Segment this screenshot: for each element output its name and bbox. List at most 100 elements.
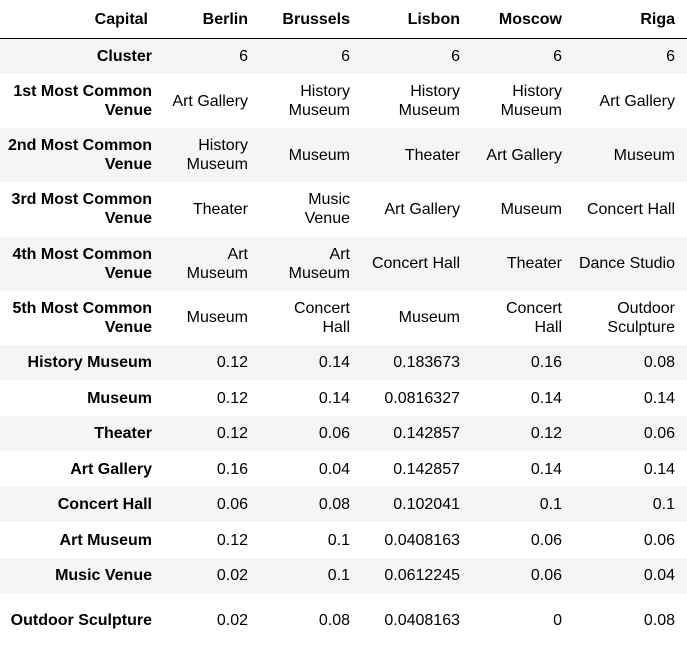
table-cell: 0.12	[216, 389, 248, 407]
table-cell: 6	[666, 48, 675, 65]
table-cell: Theater	[192, 200, 248, 218]
table-cell: History Museum	[186, 137, 248, 174]
table-cell: 0.16	[216, 460, 248, 478]
table-cell: 0.12	[216, 425, 248, 443]
table-cell: 0.02	[216, 567, 248, 585]
row-label: Museum	[87, 389, 152, 407]
table-cell: Theater	[404, 146, 460, 164]
table-body: Cluster 6 6 6 6 6 1st Most Common Venue Art Gal…	[0, 38, 687, 648]
table-cell: 0.06	[318, 425, 350, 443]
table-cell: History Museum	[288, 83, 350, 120]
table-cell: 0.02	[216, 612, 248, 630]
table-cell: 0.06	[643, 425, 675, 443]
table-cell: Museum	[288, 146, 350, 164]
column-header-lisbon: Lisbon	[362, 0, 472, 39]
table-header: Capital Berlin Brussels Lisbon Moscow Ri…	[0, 0, 687, 39]
table-row: 3rd Most Common Venue Theater Music Venue A…	[0, 182, 687, 237]
table-cell: History Museum	[398, 83, 460, 120]
table-cell: 0.04	[643, 567, 675, 585]
table-cell: 0.0408163	[384, 531, 460, 549]
table-cell: 0.06	[530, 567, 562, 585]
table-cell: Museum	[613, 146, 675, 164]
table-cell: Art Museum	[288, 245, 350, 282]
table-cell: 0.06	[216, 496, 248, 514]
table-row: Art Gallery 0.16 0.04 0.142857 0.14 0.14	[0, 451, 687, 487]
table-cell: 0.102041	[393, 496, 460, 514]
column-header-brussels: Brussels	[260, 0, 362, 39]
row-label: History Museum	[27, 354, 152, 372]
table-cell: 0.14	[318, 354, 350, 372]
table-row: Concert Hall 0.06 0.08 0.102041 0.1 0.1	[0, 486, 687, 523]
table-cell: 0.1	[539, 496, 562, 514]
table-cell: Concert Hall	[505, 299, 562, 336]
table-cell: 0.08	[643, 354, 675, 372]
table-cell: 0.142857	[393, 460, 460, 478]
table-cell: Art Museum	[186, 245, 248, 282]
table-row: 4th Most Common Venue Art Museum Art Museu…	[0, 236, 687, 291]
table-cell: 0.0612245	[384, 567, 460, 585]
table-cell: Museum	[186, 309, 248, 327]
table-cell: 0.14	[643, 460, 675, 478]
row-label: Concert Hall	[57, 496, 152, 514]
table-cell: 6	[553, 48, 562, 65]
column-header-riga: Riga	[574, 0, 687, 39]
table-cell: 0	[553, 612, 562, 630]
table-row: Art Museum 0.12 0.1 0.0408163 0.06 0.06	[0, 522, 687, 558]
table-cell: Art Gallery	[384, 200, 460, 218]
table-cell: 0.0816327	[384, 389, 460, 407]
table-cell: Outdoor Sculpture	[607, 299, 675, 336]
table-cell: 0.08	[643, 612, 675, 630]
table-row: Theater 0.12 0.06 0.142857 0.12 0.06	[0, 415, 687, 452]
table-row: History Museum 0.12 0.14 0.183673 0.16 0.08	[0, 344, 687, 381]
table-cell: 0.183673	[393, 354, 460, 372]
table-cell: Concert Hall	[371, 255, 460, 273]
row-label: Outdoor Sculpture	[10, 612, 152, 630]
table-cell: Museum	[398, 309, 460, 327]
table-row: 1st Most Common Venue Art Gallery History …	[0, 74, 687, 129]
table-cell: 0.14	[318, 389, 350, 407]
table-cell: 0.14	[643, 389, 675, 407]
column-header-moscow: Moscow	[472, 0, 574, 39]
table-row: Museum 0.12 0.14 0.0816327 0.14 0.14	[0, 380, 687, 416]
table-cell: 0.12	[216, 531, 248, 549]
table-cell: 6	[451, 48, 460, 65]
header-row: Capital Berlin Brussels Lisbon Moscow Ri…	[0, 0, 687, 39]
row-label: 2nd Most Common Venue	[8, 137, 152, 174]
table-row: 2nd Most Common Venue History Museum Museu…	[0, 128, 687, 183]
table-row: Music Venue 0.02 0.1 0.0612245 0.06 0.04	[0, 557, 687, 594]
table-cell: 6	[341, 48, 350, 65]
row-label: Art Museum	[59, 531, 152, 549]
index-header: Capital	[0, 0, 160, 39]
table-cell: 0.14	[530, 460, 562, 478]
table-cell: Museum	[500, 200, 562, 218]
table-cell: 0.08	[318, 612, 350, 630]
row-label: 4th Most Common Venue	[12, 245, 152, 282]
table-cell: 0.12	[216, 354, 248, 372]
table-cell: Art Gallery	[599, 92, 675, 110]
table-cell: 0.0408163	[384, 612, 460, 630]
row-label: Theater	[94, 425, 152, 443]
table-cell: 6	[239, 48, 248, 65]
table-cell: Art Gallery	[172, 92, 248, 110]
table-cell: Theater	[506, 255, 562, 273]
row-label: 1st Most Common Venue	[13, 83, 152, 120]
table-cell: 0.142857	[393, 425, 460, 443]
table-cell: Dance Studio	[578, 255, 675, 273]
row-label: 3rd Most Common Venue	[11, 191, 152, 228]
table-cell: 0.1	[327, 567, 350, 585]
table-cell: Art Gallery	[486, 146, 562, 164]
row-label: Music Venue	[55, 567, 152, 585]
table-cell: Music Venue	[304, 191, 350, 228]
table-row: Outdoor Sculpture 0.02 0.08 0.0408163 0 0.08	[0, 593, 687, 648]
table-cell: 0.16	[530, 354, 562, 372]
row-label: Cluster	[96, 48, 152, 65]
row-label: Art Gallery	[70, 460, 152, 478]
table-row: Cluster 6 6 6 6 6	[0, 38, 687, 74]
table-cell: History Museum	[500, 83, 562, 120]
table-cell: 0.08	[318, 496, 350, 514]
row-label: 5th Most Common Venue	[12, 299, 152, 336]
table-cell: 0.1	[652, 496, 675, 514]
table-cell: Concert Hall	[586, 200, 675, 218]
table-cell: 0.06	[530, 531, 562, 549]
